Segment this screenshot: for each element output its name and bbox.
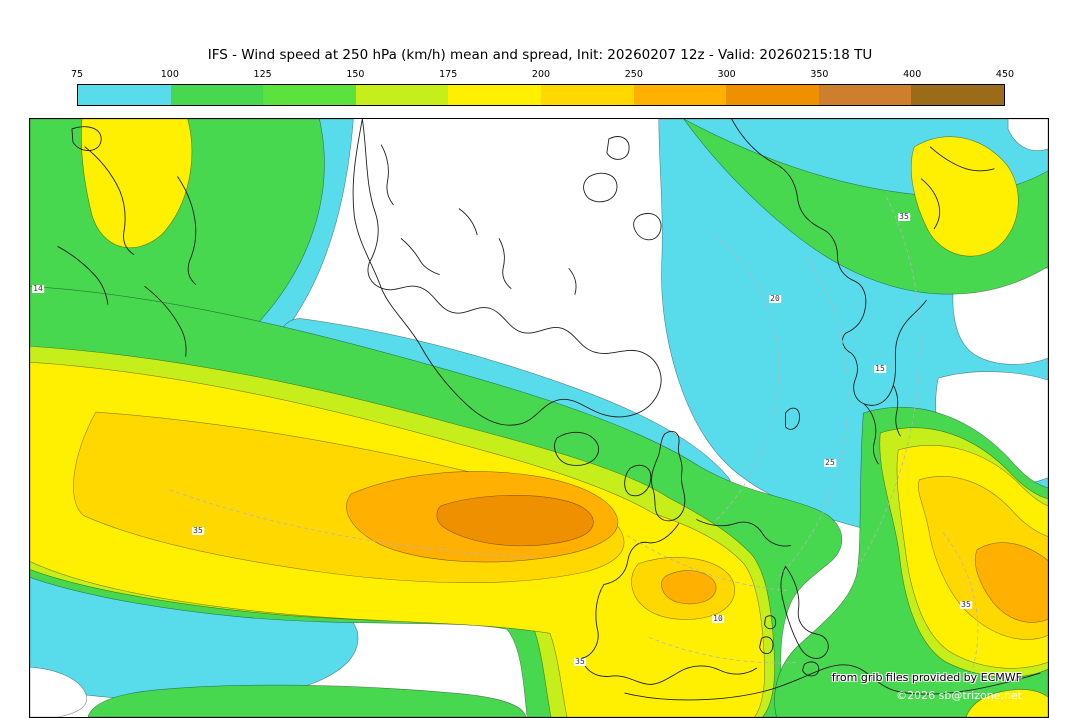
wind-region-orange-column-spot: [661, 570, 717, 605]
canada-coast: [84, 146, 135, 255]
wind-region-yellow-top-right: [910, 136, 1019, 257]
contour-label: 35: [960, 600, 972, 609]
contour-label: 35: [898, 212, 910, 221]
colorbar-segment: [170, 85, 264, 105]
colorbar-tick-label: 200: [531, 69, 551, 80]
wind-speed-fill-regions: [30, 119, 1048, 717]
contour-label: 14: [32, 284, 44, 293]
ireland-coastline: [624, 464, 652, 497]
fjord-line: [400, 238, 440, 275]
attribution-copyright: ©2026 sb@trizone.net: [896, 689, 1022, 702]
colorbar-tick-label: 100: [160, 69, 179, 80]
greenland-coastline: [352, 119, 662, 426]
canada-coast: [177, 176, 197, 285]
canada-coast: [57, 246, 109, 305]
colorbar-segment: [911, 85, 1004, 105]
fjord-line: [458, 208, 478, 236]
sardinia-coastline: [759, 636, 774, 655]
baltic-coastline: [892, 384, 901, 437]
colorbar-segment: [633, 85, 727, 105]
colorbar-ticks: 75 100 125 150 175 200 250 300 350 400 450: [71, 69, 1014, 82]
corsica-coastline: [764, 615, 777, 630]
colorbar-tick-label: 400: [903, 69, 922, 80]
colorbar-tick-label: 250: [624, 69, 643, 80]
colorbar-tick-label: 125: [253, 69, 272, 80]
wind-region-orange-corner: [974, 542, 1048, 623]
denmark-coastline: [785, 407, 800, 430]
colorbar-segment: [263, 85, 356, 105]
iceland-coastline: [554, 431, 600, 466]
arctic-island: [606, 136, 630, 160]
colorbar-segment: [448, 85, 541, 105]
white-sea-coastline: [920, 178, 941, 230]
africa-coastline: [624, 664, 1041, 701]
colorbar-tick-label: 175: [439, 69, 458, 80]
wind-region-yellow-corner-lobe: [965, 689, 1048, 717]
colorbar-segment: [726, 85, 819, 105]
arctic-island: [583, 172, 618, 203]
contour-label: 15: [874, 364, 886, 373]
nw-europe-coastline: [696, 519, 791, 547]
kola-coastline: [929, 146, 995, 172]
wind-region-deep-orange-core: [436, 495, 594, 547]
contour-label: 35: [574, 657, 586, 666]
contour-label: 35: [192, 526, 204, 535]
map-canvas: [30, 119, 1048, 717]
arctic-island: [633, 213, 662, 241]
wind-region-yellow-top-left: [81, 119, 193, 249]
colorbar-segment: [818, 85, 912, 105]
colorbar-tick-label: 75: [70, 69, 84, 80]
wind-region-green-bottom-strip: [87, 684, 527, 717]
colorbar-segment: [355, 85, 449, 105]
contour-label: 20: [769, 294, 781, 303]
colorbar-segment: [78, 85, 171, 105]
contour-label: 10: [712, 614, 724, 623]
attribution-ecmwf: from grib files provided by ECMWF: [831, 671, 1022, 684]
canada-island: [71, 126, 102, 151]
colorbar-segment: [540, 85, 634, 105]
spread-contours: [169, 196, 979, 674]
sicily-coastline: [802, 661, 820, 677]
colorbar-tick-label: 350: [810, 69, 829, 80]
colorbar: 75 100 125 150 175 200 250 300 350 400 450: [71, 69, 1014, 106]
calm-patch-bottom-left-corner: [30, 666, 88, 717]
italy-coastline: [780, 566, 829, 659]
norway-coastline: [731, 119, 927, 406]
canada-coast: [144, 285, 187, 357]
fjord-line: [568, 268, 577, 295]
great-britain-coastline: [651, 431, 686, 522]
coastlines: [57, 119, 1041, 701]
contour-label: 25: [824, 458, 836, 467]
colorbar-segments: [77, 84, 1005, 106]
calm-patch-top-right-corner: [1007, 119, 1048, 151]
colorbar-tick-label: 300: [717, 69, 736, 80]
baltic-coastline: [863, 403, 879, 465]
fjord-line: [380, 144, 394, 206]
colorbar-tick-label: 450: [995, 69, 1015, 80]
map-area: from grib files provided by ECMWF ©2026 …: [29, 118, 1049, 718]
chart-title: IFS - Wind speed at 250 hPa (km/h) mean …: [207, 47, 873, 63]
fjord-line: [498, 238, 512, 289]
colorbar-tick-label: 150: [346, 69, 365, 80]
